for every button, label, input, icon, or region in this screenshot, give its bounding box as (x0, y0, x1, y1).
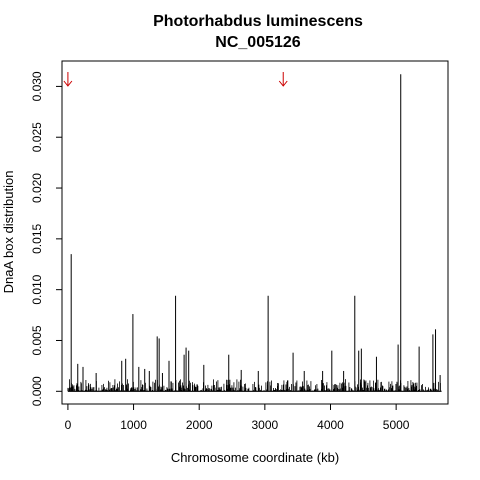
plot-frame (61, 60, 449, 405)
x-axis: 0 1000 2000 3000 4000 5000 (65, 404, 410, 432)
x-tick-label: 3000 (251, 418, 278, 432)
x-tick-label: 4000 (317, 418, 344, 432)
x-tick-label: 5000 (383, 418, 410, 432)
chart-subtitle: NC_005126 (215, 34, 301, 51)
plot-area (67, 74, 442, 392)
x-tick-label: 0 (65, 418, 72, 432)
y-tick-label: 0.020 (30, 173, 44, 203)
x-tick-label: 2000 (186, 418, 213, 432)
arrow-head (278, 80, 288, 87)
y-tick-label: 0.000 (30, 376, 44, 406)
arrow-head (63, 80, 73, 87)
y-axis: 0.000 0.005 0.010 0.015 0.020 0.025 0.030 (30, 71, 62, 406)
arrow-markers (63, 72, 288, 87)
y-tick-label: 0.005 (30, 325, 44, 355)
y-tick-label: 0.025 (30, 122, 44, 152)
y-axis-label: DnaA box distribution (1, 171, 16, 294)
y-tick-label: 0.015 (30, 224, 44, 254)
chart-title: Photorhabdus luminescens (153, 13, 363, 30)
x-axis-label: Chromosome coordinate (kb) (171, 450, 339, 465)
y-tick-label: 0.030 (30, 71, 44, 101)
y-tick-label: 0.010 (30, 274, 44, 304)
x-tick-label: 1000 (120, 418, 147, 432)
